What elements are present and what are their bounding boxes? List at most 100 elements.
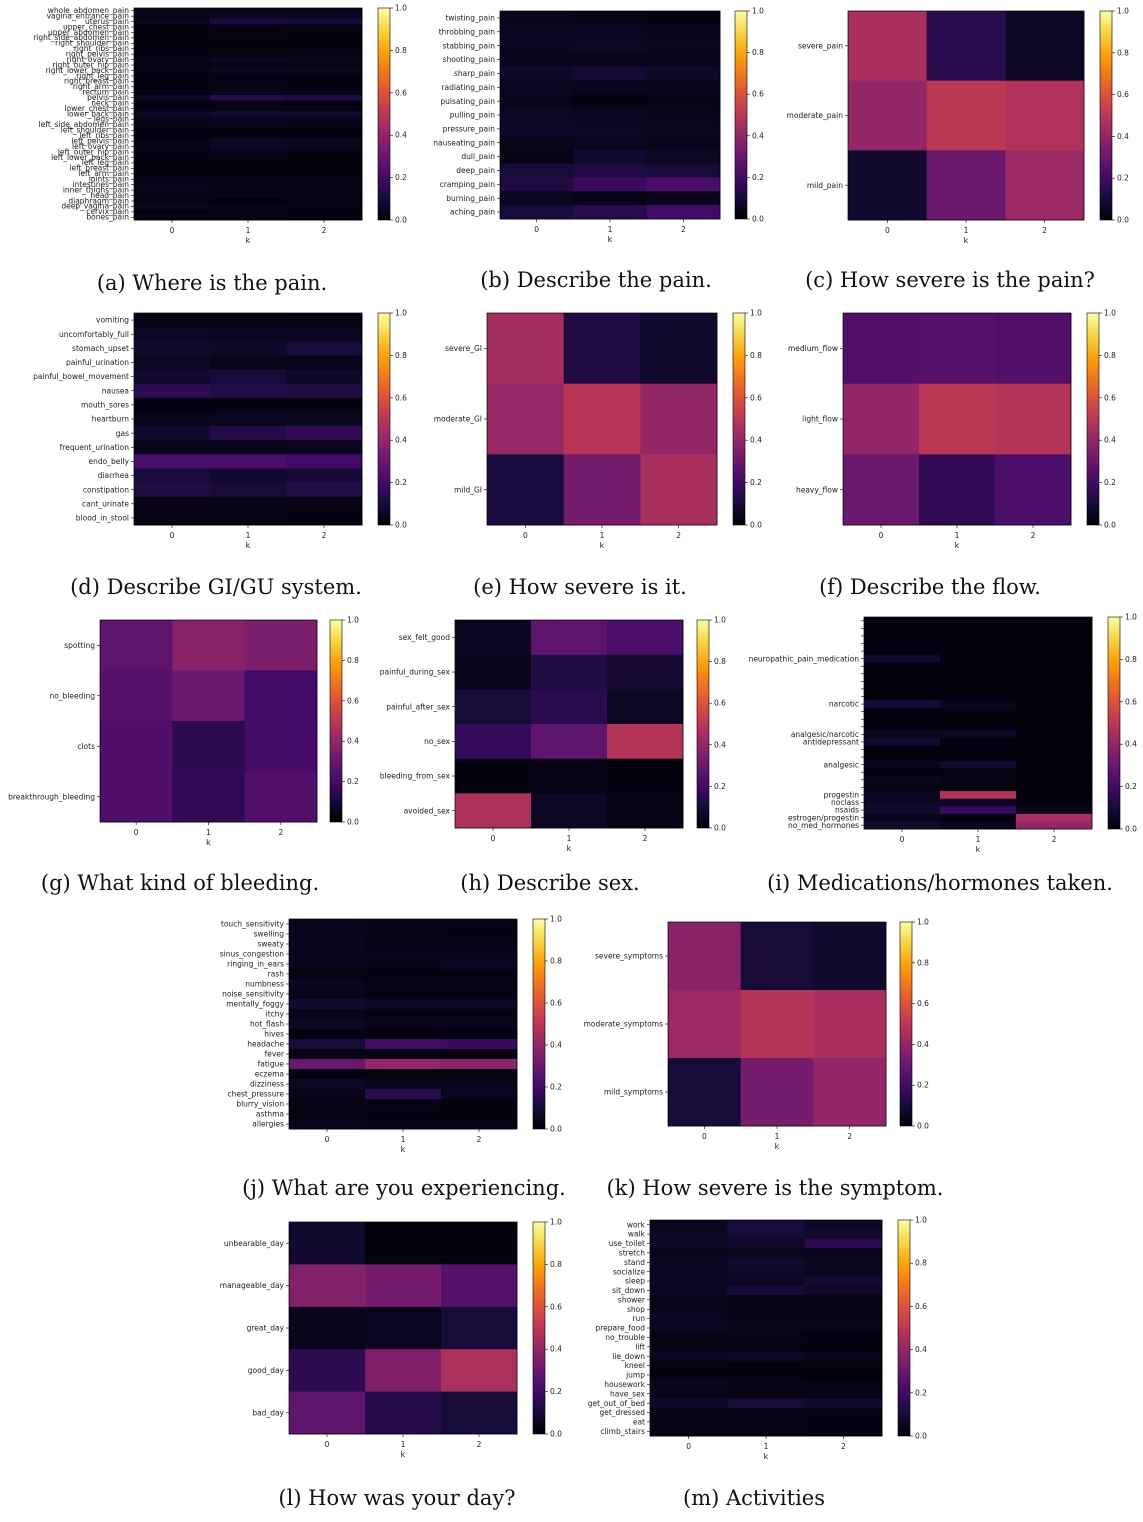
colorbar-tick-label: 0.2 [752,173,764,182]
heatmap-cell [500,39,574,53]
heatmap-cell [286,122,362,128]
colorbar [533,1222,545,1434]
colorbar [697,620,709,828]
heatmap-cell [210,24,286,30]
heatmap-panel: severe_GImoderate_GImild_GI0 1 2k0.00.20.4… [434,309,762,600]
heatmap-cell [864,655,940,663]
heatmap-cell [564,313,641,384]
heatmap-cell [289,1264,365,1307]
heatmap-cell [441,1349,517,1392]
heatmap-cell [134,187,210,193]
y-tick-label: nauseating_pain [433,138,495,147]
heatmap-cell [210,30,286,36]
y-tick-label: eczema [255,1070,284,1079]
heatmap-cell [210,327,286,342]
heatmap-cell [1016,776,1092,784]
heatmap-cell [210,133,286,139]
heatmap-cell [864,799,940,807]
y-tick-label: analgesic [823,760,859,769]
heatmap-cell [286,171,362,177]
heatmap-cell [650,1408,728,1418]
y-tick-label: sex_felt_good [399,633,451,642]
y-tick-label: sleep [625,1277,645,1286]
heatmap-cell [289,979,365,989]
heatmap-cell [864,753,940,761]
heatmap-cell [940,784,1016,792]
heatmap-cell [1005,81,1084,151]
heatmap-cell [573,205,647,219]
colorbar-tick-label: 1.0 [395,309,407,318]
x-axis-label: k [600,541,605,550]
x-tick-label: 2 [477,1135,482,1144]
heatmap-cell [1016,640,1092,648]
x-tick-label: 1 [976,835,981,844]
heatmap-cell [289,929,365,939]
heatmap-cell [286,468,362,483]
heatmap-cell [286,204,362,210]
heatmap-cell [1016,753,1092,761]
y-tick-label: ringing_in_ears [227,960,284,969]
colorbar-tick-label: 0.6 [550,1302,562,1311]
colorbar-tick-label: 0.2 [1125,782,1137,791]
y-tick-label: unbearable_day [224,1239,285,1248]
heatmap-cell [805,1248,883,1258]
heatmap-cell [210,160,286,166]
heatmap-cell [441,1392,517,1435]
x-tick-label: 0 [885,226,890,235]
heatmap-cell [134,149,210,155]
colorbar-tick-label: 0.0 [750,521,762,530]
y-tick-label: no_sex [424,737,450,746]
y-tick-label: spotting [64,641,95,650]
y-tick-label: no_med_hormones [788,821,859,830]
heatmap-cell [727,1408,805,1418]
y-tick-label: diarrhea [98,471,129,480]
heatmap-cell [573,11,647,25]
y-tick-label: radiating_pain [441,83,495,92]
heatmap-cell [487,454,564,525]
heatmap-cell [940,776,1016,784]
heatmap-cell [210,182,286,188]
panel-caption: (e) How severe is it. [473,575,687,599]
heatmap-cell [210,355,286,370]
colorbar-tick-label: 1.0 [550,1218,562,1227]
y-tick-label: touch_sensitivity [221,920,285,929]
heatmap-cell [289,1099,365,1109]
y-tick-label: manageable_day [220,1281,285,1290]
heatmap-cell [134,215,210,221]
heatmap-cell [727,1239,805,1249]
y-tick-label: deep_pain [456,166,495,175]
heatmap-cell [650,1342,728,1352]
heatmap-cell [864,761,940,769]
heatmap-cell [134,384,210,399]
heatmap-cell [864,731,940,739]
y-tick-label: moderate_GI [434,415,482,424]
heatmap-cell [573,39,647,53]
heatmap-cell [365,979,441,989]
heatmap-cell [441,1069,517,1079]
heatmap-cell [727,1380,805,1390]
x-tick-label: 1 [246,531,251,540]
heatmap-panel: twisting_painthrobbing_painstabbing_pain… [433,7,764,293]
heatmap-cell [531,793,607,828]
y-tick-label: get_out_of_bed [588,1399,645,1408]
heatmap-cell [286,138,362,144]
colorbar-tick-label: 0.4 [750,436,762,445]
heatmap-cell [210,8,286,14]
heatmap-cell [286,51,362,57]
heatmap-cell [940,746,1016,754]
heatmap-cell [365,1009,441,1019]
y-tick-label: run [632,1314,645,1323]
x-tick-label: 2 [477,1440,482,1449]
y-tick-label: hives [264,1030,284,1039]
heatmap-cell [607,655,683,690]
heatmap-cell [210,13,286,19]
heatmap-cell [172,620,245,671]
heatmap-cell [1005,11,1084,81]
heatmap-cell [805,1370,883,1380]
heatmap-cell [940,768,1016,776]
heatmap-cell [995,384,1071,455]
y-tick-label: painful_during_sex [380,668,451,677]
heatmap-cell [531,759,607,794]
y-tick-label: uncomfortably_full [59,330,129,339]
heatmap-cell [286,412,362,427]
